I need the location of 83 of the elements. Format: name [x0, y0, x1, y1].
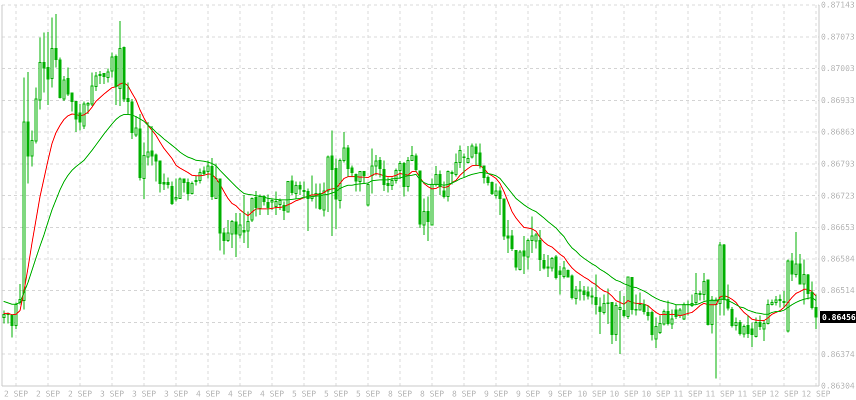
- y-tick-label: 0.86514: [821, 286, 855, 296]
- x-tick-label: 12 SEP: [770, 390, 799, 399]
- y-tick-label: 0.86793: [821, 160, 855, 168]
- candlestick: [578, 280, 582, 302]
- y-tick-label: 0.87143: [821, 0, 855, 10]
- candlestick: [174, 178, 178, 202]
- candlestick: [266, 194, 270, 216]
- candlestick: [514, 249, 518, 272]
- y-tick-label: 0.86304: [821, 382, 855, 391]
- candlestick: [322, 182, 326, 218]
- x-tick-label: 10 SEP: [610, 390, 639, 399]
- candlestick: [738, 320, 742, 336]
- candlestick: [694, 272, 698, 306]
- candlestick: [774, 296, 778, 306]
- y-tick-label: 0.87073: [821, 32, 855, 42]
- candlestick: [778, 294, 782, 308]
- x-tick-label: 11 SEP: [738, 390, 767, 399]
- x-tick-label: 2 SEP: [4, 390, 28, 399]
- candlestick: [210, 158, 214, 200]
- candlestick: [166, 177, 170, 189]
- x-tick-label: 8 SEP: [420, 390, 444, 399]
- y-tick-label: 0.86584: [821, 254, 855, 264]
- x-tick-label: 5 SEP: [292, 390, 316, 399]
- candlestick: [178, 177, 182, 200]
- candlestick: [106, 68, 110, 84]
- x-tick-label: 2 SEP: [68, 390, 92, 399]
- candlestick: [522, 236, 526, 274]
- candlestick: [354, 172, 358, 192]
- candlestick: [594, 274, 598, 315]
- x-tick-label: 8 SEP: [452, 390, 476, 399]
- x-tick-label: 5 SEP: [356, 390, 380, 399]
- candlestick: [474, 143, 478, 166]
- y-tick-label: 0.86863: [821, 128, 855, 137]
- x-tick-label: 3 SEP: [164, 390, 188, 399]
- candlestick: [466, 146, 470, 164]
- candlestick: [298, 181, 302, 196]
- candlestick: [6, 312, 10, 324]
- candlestick: [198, 168, 202, 184]
- line-series: [4, 82, 816, 322]
- y-tick-label: 0.86933: [821, 96, 855, 105]
- candlestick: [438, 170, 442, 196]
- x-tick-label: 3 SEP: [100, 390, 124, 399]
- x-tick-label: 4 SEP: [228, 390, 252, 399]
- candlestick: [370, 148, 374, 194]
- candlestick: [118, 20, 122, 106]
- candlestick: [546, 254, 550, 278]
- x-tick-label: 9 SEP: [484, 390, 508, 399]
- x-tick-label: 10 SEP: [578, 390, 607, 399]
- candlestick: [186, 178, 190, 202]
- x-tick-label: 11 SEP: [706, 390, 735, 399]
- candlestick: [78, 103, 82, 131]
- x-tick-label: 8 SEP: [388, 390, 412, 399]
- candlestick: [638, 292, 642, 312]
- x-tick-label: 2 SEP: [36, 390, 60, 399]
- candlestick: [234, 212, 238, 258]
- x-tick-label: 9 SEP: [548, 390, 572, 399]
- candlestick: [358, 170, 362, 192]
- candlestick: [82, 101, 86, 130]
- x-tick-label: 10 SEP: [642, 390, 671, 399]
- candlestick: [446, 170, 450, 202]
- candlestick: [258, 194, 262, 216]
- candlestick: [598, 296, 602, 334]
- x-tick-label: 4 SEP: [260, 390, 284, 399]
- candlestick: [274, 191, 278, 216]
- candlestick: [382, 160, 386, 192]
- x-tick-label: 9 SEP: [516, 390, 540, 399]
- candlestick: [2, 310, 6, 324]
- x-tick-label: 12 SEP: [802, 390, 831, 399]
- x-tick-label: 4 SEP: [196, 390, 220, 399]
- y-tick-label: 0.86653: [821, 223, 855, 232]
- x-tick-label: 5 SEP: [324, 390, 348, 399]
- candlestick: [730, 306, 734, 328]
- candlestick: [170, 181, 174, 206]
- x-tick-label: 11 SEP: [674, 390, 703, 399]
- candlestick: [366, 182, 370, 208]
- candlestick: [538, 229, 542, 272]
- candlestick: [618, 290, 622, 354]
- y-tick-label: 0.86723: [821, 191, 855, 200]
- y-tick-label: 0.86374: [821, 350, 855, 359]
- candlestick: [330, 130, 334, 237]
- x-tick-label: 3 SEP: [132, 390, 156, 399]
- y-tick-label: 0.87003: [821, 64, 855, 74]
- candlestick: [378, 156, 382, 178]
